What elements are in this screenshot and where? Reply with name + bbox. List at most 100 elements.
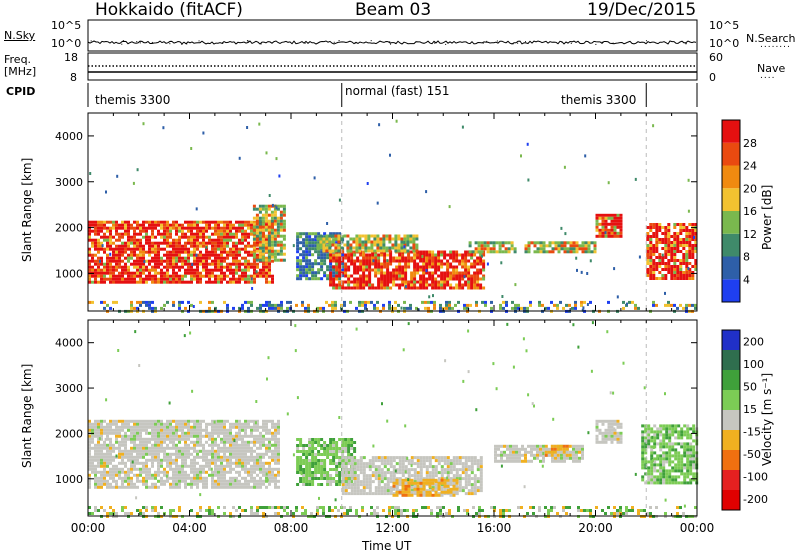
heatmap-cell [274,306,277,310]
heatmap-cell [279,258,283,262]
heatmap-cell [112,470,115,474]
heatmap-cell [607,213,611,217]
heatmap-cell [443,462,447,466]
heatmap-cell [445,306,448,310]
heatmap-cell [190,446,193,450]
heatmap-cell [277,306,280,310]
heatmap-cell [178,265,181,269]
heatmap-cell [214,422,217,426]
heatmap-cell [428,271,432,275]
heatmap-cell [211,455,214,459]
heatmap-cell [464,480,468,484]
heatmap-cell [410,459,414,463]
heatmap-cell [97,476,100,480]
heatmap-cell [395,456,399,460]
heatmap-cell [353,286,357,290]
heatmap-cell [277,452,280,456]
noise-search-dot [525,41,527,43]
heatmap-cell [446,280,450,284]
heatmap-cell [106,443,109,447]
heatmap-cell [311,268,315,272]
heatmap-cell [439,306,442,310]
heatmap-cell [464,483,468,487]
heatmap-cell [247,277,250,281]
heatmap-cell [211,431,214,435]
heatmap-cell [151,274,154,278]
heatmap-cell [229,235,232,239]
heatmap-cell [425,256,429,260]
heatmap-cell [332,477,336,480]
heatmap-cell [421,300,424,304]
heatmap-cell [356,474,360,478]
heatmap-cell [302,253,306,257]
heatmap-cell [337,249,341,253]
heatmap-cell [226,250,229,254]
heatmap-cell [377,483,381,487]
heatmap-cell [443,286,447,290]
heatmap-cell [344,468,348,472]
heatmap-cell [247,458,250,462]
heatmap-cell [205,262,208,266]
heatmap-cell [133,262,136,266]
heatmap-cell [646,274,650,277]
heatmap-cell [175,449,178,453]
heatmap-cell [299,477,303,480]
heatmap-cell [205,247,208,251]
heatmap-cell [169,461,172,465]
heatmap-cell [112,256,115,260]
heatmap-cell [261,216,265,220]
heatmap-cell [302,483,306,486]
heatmap-cell [250,229,253,233]
heatmap-cell [479,271,483,275]
heatmap-cell [151,226,154,230]
heatmap-cell [655,265,659,268]
heatmap-cell [331,249,335,253]
heatmap-cell [661,277,665,280]
heatmap-cell [406,249,410,253]
heatmap-cell [328,240,332,244]
heatmap-cell [88,274,91,278]
heatmap-cell [103,473,106,477]
heatmap-cell [253,241,256,245]
heatmap-cell [389,459,393,463]
cpid-segment-label: themis 3300 [561,93,637,107]
heatmap-cell [187,425,190,429]
heatmap-cell [274,449,277,453]
heatmap-cell [407,280,411,284]
heatmap-cell [619,225,623,229]
heatmap-cell [299,277,303,281]
heatmap-cell [649,238,653,241]
heatmap-cell [169,446,172,450]
heatmap-cell [308,238,312,242]
heatmap-cell [205,422,208,426]
heatmap-cell [356,465,360,469]
heatmap-cell [271,431,274,435]
heatmap-cell [317,450,321,453]
heatmap-cell [133,485,136,489]
heatmap-cell [253,467,256,471]
heatmap-cell [193,431,196,435]
heatmap-cell [356,271,360,275]
heatmap-cell [619,219,623,223]
heatmap-cell [205,482,208,486]
heatmap-cell [458,456,462,460]
heatmap-cell [118,262,121,266]
heatmap-cell [344,456,348,460]
heatmap-cell [437,268,441,272]
heatmap-cell [338,244,342,248]
heatmap-cell [317,241,321,245]
heatmap-cell [196,241,199,245]
heatmap-cell [223,434,226,438]
heatmap-cell [323,274,327,278]
heatmap-cell [299,468,303,471]
heatmap-cell [568,303,571,307]
heatmap-cell [446,465,450,469]
heatmap-cell [220,277,223,281]
heatmap-cell [235,443,238,447]
heatmap-cell [88,259,91,263]
xaxis-label: Time UT [362,539,412,553]
heatmap-cell [410,259,414,263]
heatmap-cell [241,262,244,266]
heatmap-cell [434,283,438,287]
heatmap-speckle [661,253,664,257]
